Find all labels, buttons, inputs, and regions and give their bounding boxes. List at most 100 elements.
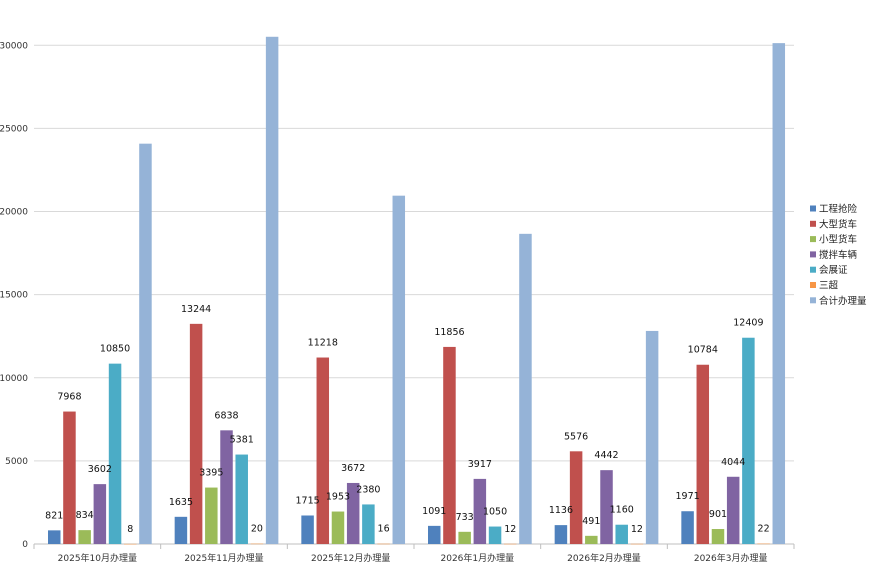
bar <box>569 451 583 544</box>
bar <box>757 543 770 545</box>
data-label: 1136 <box>549 505 573 516</box>
bar <box>392 195 406 545</box>
gridlines <box>34 44 794 545</box>
bar <box>265 36 279 544</box>
legend-swatch <box>810 251 816 258</box>
data-label: 2380 <box>356 484 380 495</box>
legend-swatch <box>810 266 816 273</box>
bar <box>301 515 314 544</box>
y-axis: 0 5000 10000 15000 20000 25000 30000 <box>0 41 28 550</box>
x-tick-label: 2025年12月办理量 <box>311 552 390 564</box>
bar <box>681 511 694 544</box>
data-label: 821 <box>45 510 63 521</box>
legend-swatch <box>810 236 816 243</box>
legend-label: 三超 <box>819 280 839 292</box>
data-label: 4442 <box>594 450 618 461</box>
legend-swatch <box>810 297 816 304</box>
bar <box>630 543 644 545</box>
bar <box>139 143 152 544</box>
bar <box>519 233 532 544</box>
data-label: 10850 <box>100 344 130 355</box>
bar <box>696 364 710 544</box>
legend-label: 会展证 <box>819 264 848 276</box>
bar <box>124 543 137 545</box>
data-label: 5381 <box>230 435 254 446</box>
bar <box>645 330 659 544</box>
data-label: 3602 <box>88 464 112 475</box>
legend-swatch <box>810 220 816 227</box>
bar <box>174 516 188 544</box>
bar <box>711 529 725 544</box>
x-tick-label: 2025年10月办理量 <box>58 552 137 564</box>
data-label: 1091 <box>422 506 446 517</box>
data-label: 5576 <box>564 431 588 442</box>
data-label: 1635 <box>169 497 193 508</box>
bar <box>78 530 91 544</box>
data-label: 1953 <box>326 492 350 503</box>
data-label: 22 <box>758 524 770 535</box>
x-tick-label: 2025年11月办理量 <box>184 552 263 564</box>
data-label: 733 <box>456 512 474 523</box>
bar <box>458 531 471 544</box>
bars <box>48 36 786 545</box>
bar <box>504 543 517 545</box>
data-label: 1050 <box>483 507 507 518</box>
bar <box>220 430 233 544</box>
data-label: 20 <box>251 524 263 535</box>
bar <box>189 323 203 544</box>
bar <box>772 43 786 544</box>
y-tick-label: 25000 <box>0 124 28 134</box>
y-tick-label: 30000 <box>0 41 28 51</box>
data-labels: 821 7968 834 3602 10850 8 1635 13244 3395 6838 538… <box>45 304 769 535</box>
bar <box>48 530 61 544</box>
bar <box>346 482 360 544</box>
bar <box>726 476 740 544</box>
y-tick-label: 5000 <box>5 457 28 467</box>
bar <box>428 525 441 544</box>
x-tick-label: 2026年2月办理量 <box>567 552 641 564</box>
data-label: 11856 <box>434 327 464 338</box>
data-label: 491 <box>582 516 600 527</box>
y-tick-label: 10000 <box>0 374 28 384</box>
bar <box>554 525 568 544</box>
x-axis: 2025年10月办理量 2025年11月办理量 2025年12月办理量 2026年1月… <box>33 544 795 564</box>
data-label: 834 <box>76 510 94 521</box>
data-label: 13244 <box>181 304 211 315</box>
bar <box>93 484 107 544</box>
data-label: 3917 <box>468 459 492 470</box>
bar <box>742 337 755 544</box>
bar <box>615 524 628 544</box>
legend-label: 搅拌车辆 <box>819 249 858 261</box>
bar <box>235 454 248 544</box>
data-label: 10784 <box>688 345 718 356</box>
bar <box>377 543 390 545</box>
bar <box>362 504 375 544</box>
x-tick-label: 2026年3月办理量 <box>694 552 768 564</box>
data-label: 6838 <box>214 410 238 421</box>
bar <box>600 470 613 544</box>
legend-swatch <box>810 282 816 288</box>
legend-label: 合计办理量 <box>819 295 867 307</box>
bar <box>316 357 330 544</box>
y-tick-label: 0 <box>22 540 28 550</box>
data-label: 11218 <box>308 338 338 349</box>
legend-label: 小型货车 <box>819 234 857 246</box>
legend-swatch <box>810 205 816 212</box>
bar <box>488 526 502 544</box>
data-label: 1160 <box>610 505 634 516</box>
bar <box>63 411 76 544</box>
data-label: 3395 <box>199 468 223 479</box>
bar <box>585 535 598 544</box>
x-tick-label: 2026年1月办理量 <box>441 552 515 564</box>
bar <box>331 511 345 544</box>
data-label: 901 <box>709 509 727 520</box>
data-label: 1971 <box>675 491 699 502</box>
bar <box>205 487 218 544</box>
data-label: 1715 <box>295 495 319 506</box>
y-tick-label: 20000 <box>0 208 28 218</box>
data-label: 16 <box>378 524 390 535</box>
bar <box>473 478 487 544</box>
bar <box>108 363 122 544</box>
